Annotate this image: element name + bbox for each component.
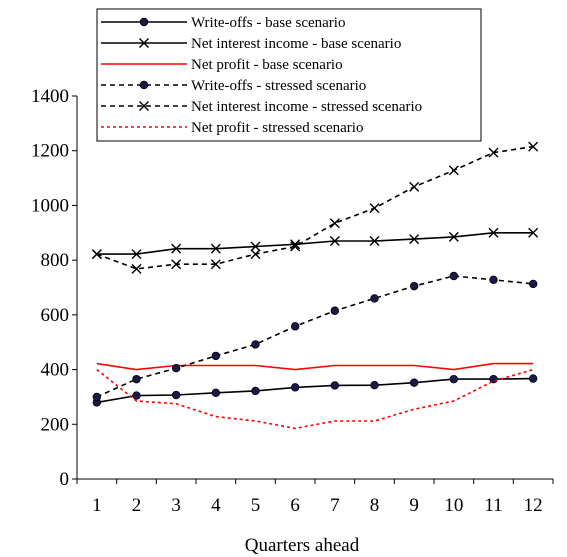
data-point: [409, 234, 420, 245]
legend-label: Net profit - base scenario: [191, 57, 343, 73]
data-point: [528, 279, 538, 289]
x-tick-label: 1: [92, 495, 102, 516]
data-point: [449, 374, 459, 384]
legend-marker: [139, 17, 149, 27]
series-net-interest-income-stressed-scenario: [91, 141, 539, 274]
data-point: [171, 364, 181, 373]
data-point: [409, 378, 419, 387]
series-net-interest-income-base-scenario: [91, 227, 539, 260]
data-point: [131, 263, 142, 274]
series-layer: [91, 141, 539, 430]
data-point: [91, 249, 102, 260]
data-point: [171, 243, 182, 254]
legend-label: Net profit - stressed scenario: [191, 120, 363, 136]
x-tick-label: 7: [330, 495, 340, 516]
data-point: [250, 241, 261, 252]
x-tick-label: 6: [290, 495, 300, 516]
x-tick-label: 3: [171, 495, 181, 516]
data-point: [131, 249, 142, 260]
legend-label: Write-offs - stressed scenario: [191, 78, 366, 94]
data-point: [211, 351, 221, 361]
series-write-offs-base-scenario: [92, 374, 538, 407]
x-tick-label: 12: [524, 495, 543, 516]
y-tick-label: 0: [60, 469, 70, 490]
data-point: [211, 388, 221, 398]
legend-marker: [139, 38, 149, 48]
data-point: [250, 249, 261, 260]
x-tick-label: 2: [132, 495, 142, 516]
data-point: [528, 374, 538, 383]
data-point: [449, 271, 459, 281]
data-point: [251, 340, 260, 349]
y-tick-label: 600: [41, 305, 70, 326]
data-point: [210, 259, 221, 270]
data-point: [171, 390, 181, 400]
data-point: [409, 281, 419, 291]
x-tick-label: 9: [409, 495, 419, 516]
data-point: [330, 306, 340, 315]
series-line: [96, 377, 534, 404]
data-point: [290, 241, 301, 252]
legend-label: Net interest income - stressed scenario: [191, 99, 422, 115]
legend: Write-offs - base scenario Net interest i…: [96, 8, 482, 142]
data-point: [409, 181, 420, 192]
y-tick-label: 1000: [31, 195, 69, 216]
data-point: [92, 392, 102, 402]
legend-label: Net interest income - base scenario: [191, 36, 401, 52]
data-point: [448, 165, 459, 176]
data-point: [330, 381, 340, 390]
data-point: [528, 227, 539, 238]
legend-marker: [139, 80, 149, 90]
x-tick-label: 5: [251, 495, 261, 516]
series-line: [96, 145, 534, 270]
x-tick-label: 4: [211, 495, 221, 516]
data-point: [132, 374, 141, 384]
legend-marker: [139, 101, 149, 111]
x-tick-label: 10: [444, 495, 463, 516]
series-line: [96, 232, 534, 255]
data-point: [489, 275, 498, 285]
series-net-profit-base-scenario: [96, 362, 534, 371]
y-tick-label: 1400: [31, 86, 69, 107]
legend-label: Write-offs - base scenario: [191, 15, 345, 31]
data-point: [290, 383, 300, 392]
series-line: [96, 362, 534, 371]
x-axis-label: Quarters ahead: [245, 535, 360, 556]
y-tick-label: 800: [41, 250, 70, 271]
data-point: [251, 386, 260, 396]
y-tick-label: 1200: [31, 141, 69, 162]
series-write-offs-stressed-scenario: [92, 271, 538, 402]
data-point: [329, 235, 340, 246]
x-tick-label: 8: [370, 495, 380, 516]
data-point: [370, 294, 379, 303]
data-point: [488, 147, 499, 158]
data-point: [370, 380, 379, 390]
data-point: [132, 391, 141, 400]
data-point: [369, 235, 380, 246]
data-point: [290, 322, 300, 331]
data-point: [329, 218, 340, 229]
x-tick-label: 11: [484, 495, 502, 516]
data-point: [528, 141, 539, 152]
data-point: [171, 259, 182, 270]
data-point: [210, 243, 221, 254]
data-point: [488, 227, 499, 238]
data-point: [369, 203, 380, 214]
y-tick-label: 200: [41, 414, 70, 435]
data-point: [448, 231, 459, 242]
y-tick-label: 400: [41, 360, 70, 381]
legend-box: [96, 8, 482, 142]
